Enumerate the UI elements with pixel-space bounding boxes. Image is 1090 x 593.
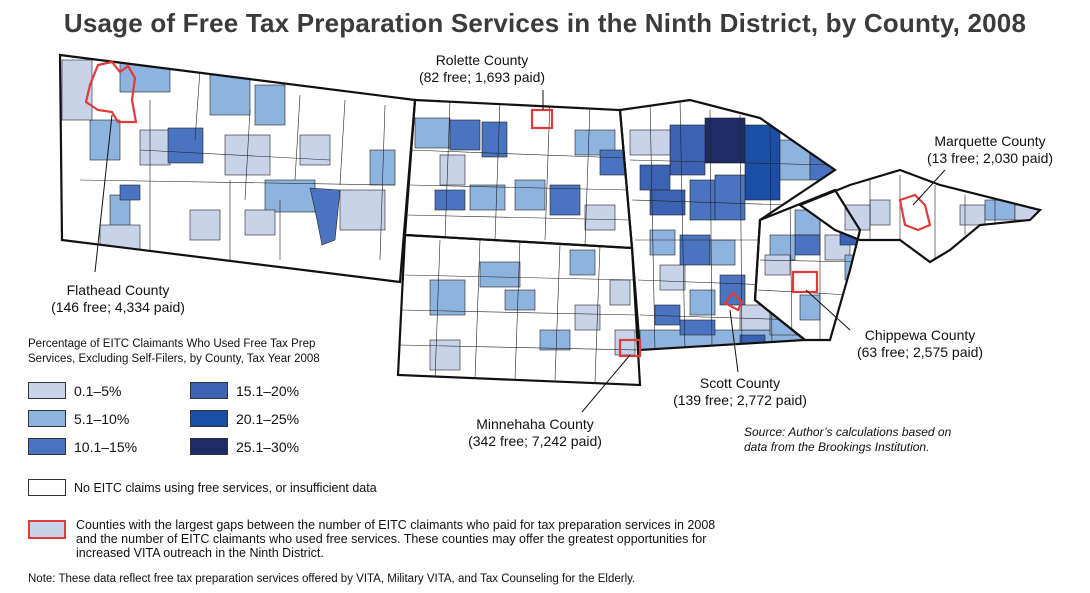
south-dakota — [398, 235, 640, 385]
callout-rolette: Rolette County (82 free; 1,693 paid) — [402, 52, 562, 86]
legend-item: 10.1–15% — [28, 438, 137, 455]
legend-label: 25.1–30% — [236, 438, 300, 455]
marquette-name: Marquette County — [934, 133, 1046, 149]
legend-swatch-6 — [190, 438, 228, 455]
legend-swatch-5 — [190, 410, 228, 427]
legend-gap-counties: Counties with the largest gaps between t… — [28, 518, 718, 560]
callout-scott: Scott County (139 free; 2,772 paid) — [660, 375, 820, 409]
legend-swatch-1 — [28, 382, 66, 399]
source-note: Source: Author’s calculations based on d… — [744, 425, 952, 454]
scott-detail: (139 free; 2,772 paid) — [673, 392, 807, 408]
legend-item: 25.1–30% — [190, 438, 299, 455]
legend-swatch-gap — [28, 520, 66, 539]
gap-counties — [84, 60, 932, 358]
chippewa-detail: (63 free; 2,575 paid) — [856, 344, 984, 360]
footnote: Note: These data reflect free tax prepar… — [28, 573, 636, 585]
flathead-name: Flathead County — [66, 282, 170, 298]
legend-swatch-3 — [28, 438, 66, 455]
minnehaha-detail: (342 free; 7,242 paid) — [468, 433, 602, 449]
state-borders — [58, 53, 1043, 387]
scott-name: Scott County — [699, 375, 781, 391]
legend-item: 20.1–25% — [190, 410, 299, 427]
north-dakota — [405, 100, 632, 248]
chippewa-county-outline — [791, 270, 819, 294]
legend-label: 0.1–5% — [74, 382, 122, 399]
legend-label: 20.1–25% — [236, 410, 300, 427]
flathead-county-outline — [84, 60, 138, 124]
callout-flathead: Flathead County (146 free; 4,334 paid) — [28, 282, 208, 316]
legend-swatch-white — [28, 479, 66, 496]
legend-title: Percentage of EITC Claimants Who Used Fr… — [28, 338, 320, 365]
legend-item: 0.1–5% — [28, 382, 121, 399]
map-title: Usage of Free Tax Preparation Services i… — [63, 8, 1027, 38]
rolette-county-outline — [530, 108, 554, 130]
legend-item: 15.1–20% — [190, 382, 299, 399]
marquette-county-outline — [898, 193, 932, 232]
montana — [60, 55, 415, 282]
callout-minnehaha: Minnehaha County (342 free; 7,242 paid) — [445, 416, 625, 450]
legend-item: 5.1–10% — [28, 410, 129, 427]
legend-label: 15.1–20% — [236, 382, 300, 399]
flathead-detail: (146 free; 4,334 paid) — [51, 299, 185, 315]
legend-swatch-4 — [190, 382, 228, 399]
marquette-detail: (13 free; 2,030 paid) — [926, 150, 1054, 166]
legend-label: 10.1–15% — [74, 438, 138, 455]
no-data-label: No EITC claims using free services, or i… — [74, 480, 377, 495]
minnehaha-name: Minnehaha County — [476, 416, 594, 432]
callout-chippewa: Chippewa County (63 free; 2,575 paid) — [840, 327, 1000, 361]
rolette-detail: (82 free; 1,693 paid) — [418, 69, 546, 85]
callout-marquette: Marquette County (13 free; 2,030 paid) — [910, 133, 1070, 167]
rolette-name: Rolette County — [435, 52, 529, 68]
legend-label: 5.1–10% — [74, 410, 130, 427]
chippewa-name: Chippewa County — [864, 327, 976, 343]
callout-leaders — [94, 90, 946, 413]
scott-county-outline — [723, 291, 744, 312]
legend-no-data: No EITC claims using free services, or i… — [28, 479, 377, 496]
legend-swatch-2 — [28, 410, 66, 427]
gap-label: Counties with the largest gaps between t… — [76, 518, 716, 560]
minnehaha-county-outline — [618, 338, 642, 358]
